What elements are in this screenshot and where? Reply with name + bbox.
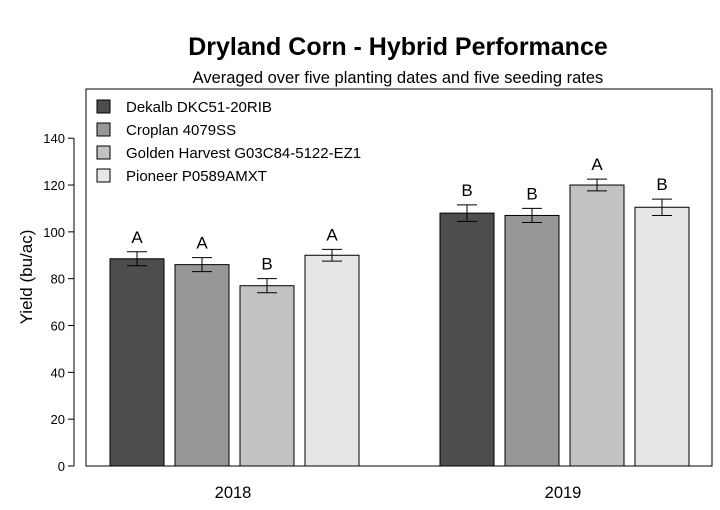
significance-letter: A — [131, 228, 143, 247]
significance-letter: A — [326, 225, 338, 244]
y-tick-label: 100 — [43, 225, 65, 240]
significance-letter: A — [196, 234, 208, 253]
legend: Dekalb DKC51-20RIB Croplan 4079SS Golden H… — [96, 99, 361, 185]
x-category-label: 2018 — [215, 484, 252, 502]
y-tick-label: 0 — [58, 459, 65, 474]
significance-letter: B — [261, 255, 272, 274]
significance-letter: B — [526, 184, 537, 203]
significance-letter: B — [656, 175, 667, 194]
significance-letter: A — [591, 155, 603, 174]
bar — [439, 212, 495, 467]
y-tick-label: 80 — [51, 272, 65, 287]
y-tick-label: 60 — [51, 319, 65, 334]
legend-label: Dekalb DKC51-20RIB — [126, 99, 272, 116]
legend-label: Pioneer P0589AMXT — [126, 168, 267, 185]
legend-swatch — [96, 122, 111, 137]
y-tick-label: 120 — [43, 178, 65, 193]
legend-swatch — [96, 168, 111, 183]
bar — [304, 254, 360, 467]
bar — [569, 184, 625, 467]
chart-subtitle: Averaged over five planting dates and fi… — [193, 69, 604, 87]
x-category-label: 2019 — [545, 484, 582, 502]
y-tick-label: 40 — [51, 365, 65, 380]
bar — [504, 214, 560, 467]
legend-swatch — [96, 99, 111, 114]
legend-swatch — [96, 145, 111, 160]
x-axis: 2018 2019 — [215, 484, 582, 502]
plot-frame — [85, 88, 713, 467]
legend-label: Croplan 4079SS — [126, 122, 236, 139]
bar — [109, 258, 165, 467]
bars: A A B A B B A B — [109, 155, 690, 467]
y-axis: 0 20 40 60 80 100 120 140 — [43, 131, 75, 474]
legend-label: Golden Harvest G03C84-5122-EZ1 — [126, 145, 361, 162]
y-tick-label: 140 — [43, 131, 65, 146]
bar — [174, 264, 230, 467]
y-axis-label: Yield (bu/ac) — [17, 230, 36, 325]
chart-title: Dryland Corn - Hybrid Performance — [188, 33, 608, 61]
bar — [239, 285, 295, 467]
significance-letter: B — [461, 181, 472, 200]
y-tick-label: 20 — [51, 412, 65, 427]
bar — [634, 206, 690, 467]
